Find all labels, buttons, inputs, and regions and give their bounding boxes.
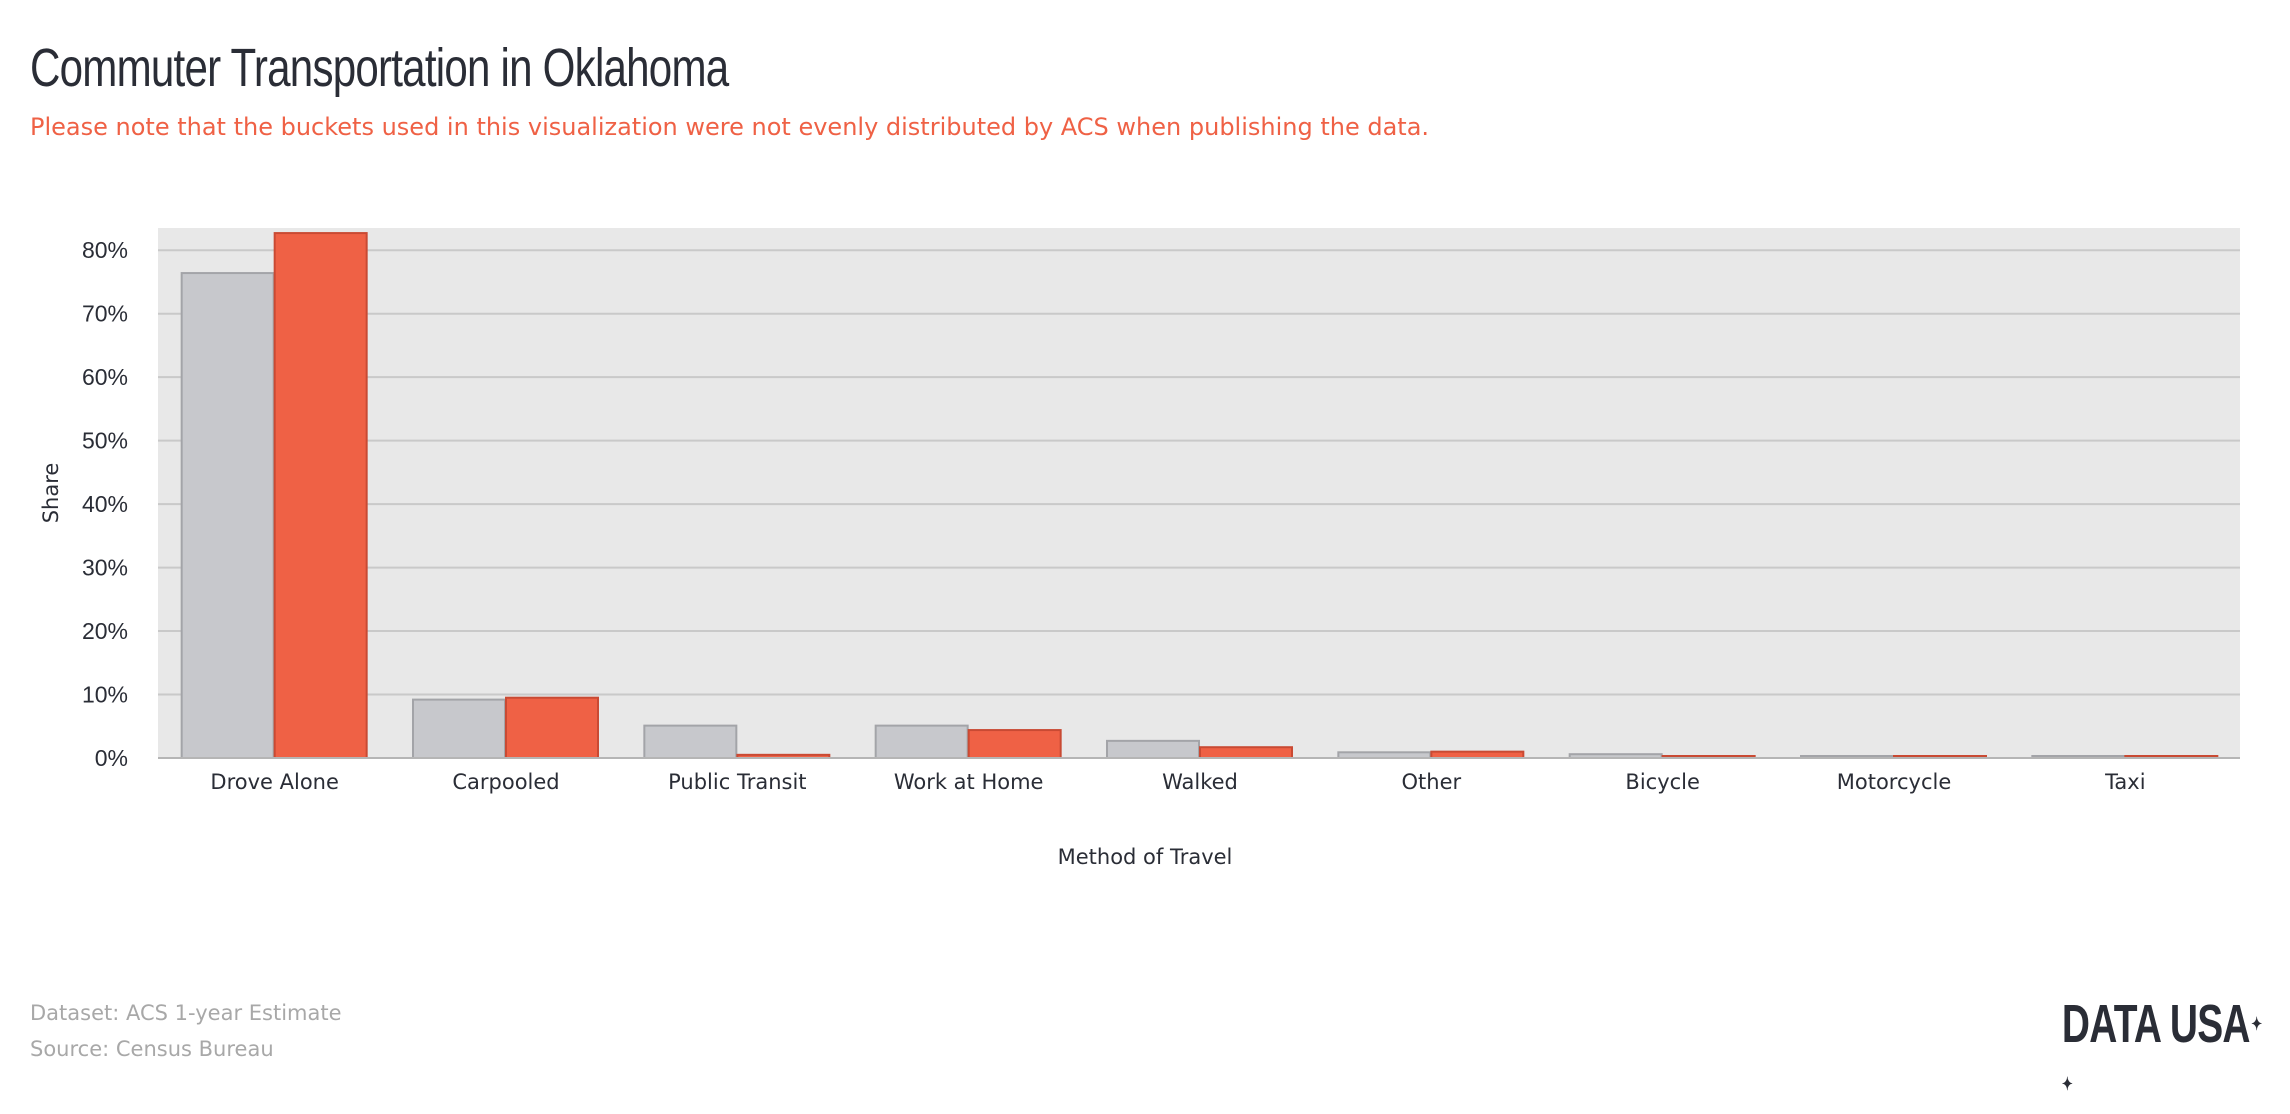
y-tick-label: 10% [82,682,128,708]
x-tick-label: Bicycle [1625,770,1700,794]
x-tick-label: Walked [1162,770,1238,794]
bar-red-walked[interactable] [1199,746,1293,760]
bar-gray-public-transit[interactable] [643,724,738,759]
y-tick-label: 40% [82,491,128,517]
grid-lines [158,249,2240,696]
y-tick-labels: 0% 10% 20% 30% 40% 50% 60% 70% 80% [82,237,128,771]
logo-text: DATA USA [2061,994,2251,1054]
plot-background [158,228,2240,759]
data-usa-logo[interactable]: DATA USA✦ ✦ [2062,994,2262,1114]
x-tick-label: Carpooled [452,770,559,794]
y-tick-label: 0% [95,745,128,771]
y-tick-label: 50% [82,428,128,454]
x-axis-label: Method of Travel [1058,845,1233,869]
bar-chart: 0% 10% 20% 30% 40% 50% 60% 70% 80% Drove Alone Ca… [39,228,2240,869]
logo-stars-icon: ✦ ✦ [2061,1014,2262,1094]
bar-gray-walked[interactable] [1106,739,1200,760]
x-tick-label: Work at Home [894,770,1044,794]
bars [180,232,2219,760]
x-tick-label: Motorcycle [1837,770,1952,794]
x-tick-label: Public Transit [668,770,806,794]
y-tick-label: 60% [82,364,128,390]
chart-title: Commuter Transportation in Oklahoma [30,38,729,98]
y-tick-label: 80% [82,237,128,263]
bar-red-carpooled[interactable] [505,696,599,760]
x-tick-label: Drove Alone [210,770,339,794]
y-tick-label: 70% [82,301,128,327]
bar-red-work-at-home[interactable] [967,729,1062,759]
bar-gray-drove-alone[interactable] [180,272,275,759]
footer-dataset: Dataset: ACS 1-year Estimate [30,1001,342,1025]
x-tick-label: Taxi [2104,770,2145,794]
y-axis-label: Share [39,463,63,524]
x-tick-label: Other [1402,770,1462,794]
bar-gray-work-at-home[interactable] [874,724,969,759]
y-tick-label: 20% [82,618,128,644]
bar-red-drove-alone[interactable] [273,232,368,760]
bar-gray-carpooled[interactable] [412,698,506,760]
chart-subtitle: Please note that the buckets used in thi… [30,113,1430,141]
x-tick-labels: Drove Alone Carpooled Public Transit Work a… [210,770,2145,794]
footer-source: Source: Census Bureau [30,1037,274,1061]
y-tick-label: 30% [82,555,128,581]
